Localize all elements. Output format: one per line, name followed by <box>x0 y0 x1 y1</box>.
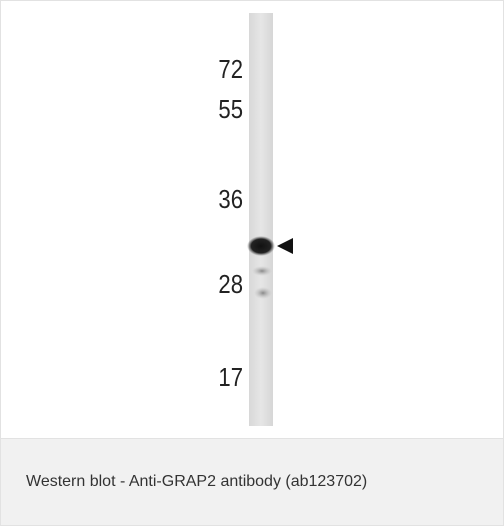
marker-label: 28 <box>218 270 243 299</box>
marker-label: 17 <box>218 363 243 392</box>
figure: 72 55 36 28 17 Western blot - Anti-GRAP2 ant… <box>0 0 504 526</box>
arrow <box>277 238 293 254</box>
marker-label: 36 <box>218 185 243 214</box>
caption: Western blot - Anti-GRAP2 antibody (ab12… <box>26 473 367 491</box>
faint-band <box>254 287 272 299</box>
marker-label: 55 <box>218 95 243 124</box>
marker-label: 72 <box>218 55 243 84</box>
blot-image: 72 55 36 28 17 <box>1 1 503 438</box>
faint-band <box>252 266 272 276</box>
band <box>247 236 275 256</box>
markers: 72 55 36 28 17 <box>218 55 243 392</box>
caption-bar: Western blot - Anti-GRAP2 antibody (ab12… <box>1 438 503 526</box>
lane <box>249 13 273 426</box>
